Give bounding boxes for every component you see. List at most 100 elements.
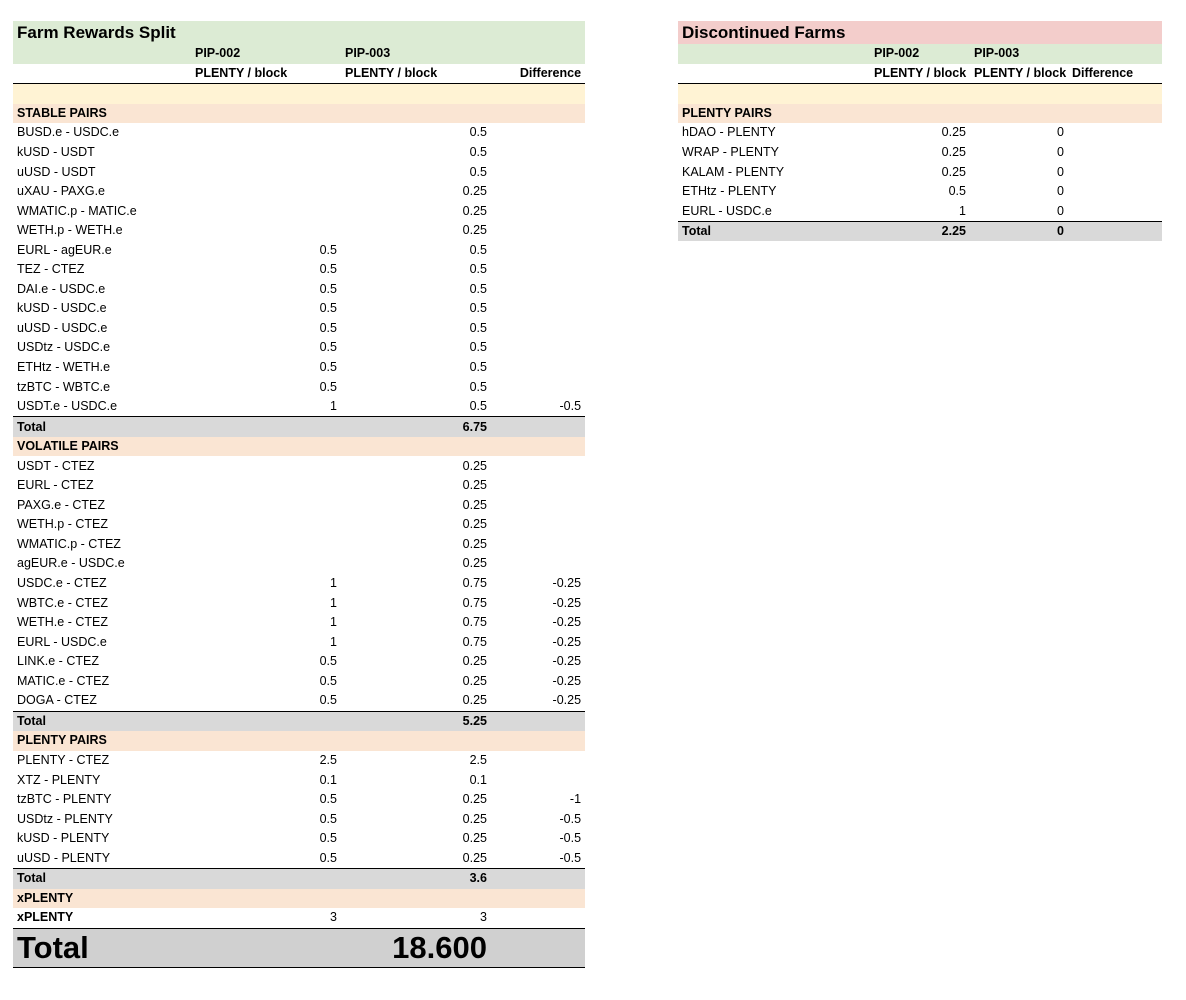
pip003-value: 0.25 [341, 828, 491, 849]
pip003-value: 0 [970, 201, 1068, 222]
grand-total-blank [491, 927, 586, 968]
pair-name: kUSD - PLENTY [13, 828, 191, 849]
total-value: 6.75 [341, 416, 491, 437]
section-title: xPLENTY [13, 888, 586, 909]
header-unit-pip002: PLENTY / block [191, 63, 341, 85]
section-title: VOLATILE PAIRS [13, 436, 586, 457]
pip003-value: 3 [341, 908, 491, 929]
pip002-value: 0.5 [191, 377, 341, 397]
header-difference: Difference [1068, 63, 1163, 85]
table-row: WMATIC.p - MATIC.e 0.25 0.25 [13, 201, 586, 221]
section-title: STABLE PAIRS [13, 103, 586, 124]
total-label: Total [13, 416, 191, 437]
pip003-value: 0.5 [341, 338, 491, 358]
spacer-row [13, 83, 586, 104]
pair-name: BUSD.e - USDC.e [13, 123, 191, 143]
pair-name: EURL - agEUR.e [13, 240, 191, 261]
header-row-pip: PIP-002 PIP-003 [13, 44, 586, 64]
pair-name: USDtz - PLENTY [13, 809, 191, 829]
header-pip002: PIP-002 [870, 44, 970, 64]
table-row: USDtz - PLENTY 0.5 0.25 -0.5 [13, 809, 586, 829]
difference-value [491, 240, 586, 261]
difference-value: -0.25 [491, 671, 586, 692]
table-row: EURL - CTEZ 0.25 0.25 [13, 476, 586, 496]
difference-value: -0.25 [491, 573, 586, 594]
pip002-value: 0.5 [191, 691, 341, 712]
pair-name: DOGA - CTEZ [13, 691, 191, 712]
pair-name: uUSD - PLENTY [13, 848, 191, 869]
table-row: EURL - agEUR.e 0.5 0.5 [13, 240, 586, 261]
total-blank [191, 416, 341, 437]
header-blank [678, 44, 870, 64]
pip002-value: 0.25 [870, 162, 970, 182]
pair-name: USDC.e - CTEZ [13, 573, 191, 594]
total-pip003: 0 [970, 220, 1068, 242]
section-total-row: Total 6.75 [13, 416, 586, 437]
pair-name: KALAM - PLENTY [678, 162, 870, 182]
difference-value: -0.5 [1068, 181, 1163, 202]
table-row: USDT.e - USDC.e 1 0.5 -0.5 [13, 396, 586, 417]
table-row: PAXG.e - CTEZ 0.25 0.25 [13, 495, 586, 516]
table-row: LINK.e - CTEZ 0.5 0.25 -0.25 [13, 651, 586, 672]
difference-value: 0.25 [491, 515, 586, 535]
section-total-row: Total 5.25 [13, 710, 586, 732]
table-row: tzBTC - PLENTY 0.5 0.25 -1 [13, 789, 586, 810]
pip002-value [191, 162, 341, 182]
spacer-cell [678, 83, 1163, 104]
pip003-value: 0.5 [341, 240, 491, 261]
pair-name: tzBTC - WBTC.e [13, 377, 191, 397]
pip002-value: 0.1 [191, 770, 341, 790]
pair-name: TEZ - CTEZ [13, 260, 191, 280]
pip002-value: 0.5 [191, 848, 341, 869]
table-row: uUSD - USDC.e 0.5 0.5 [13, 318, 586, 339]
pip002-value: 0.5 [191, 828, 341, 849]
pip003-value: 0.25 [341, 671, 491, 692]
difference-value: -0.5 [491, 848, 586, 869]
pair-name: agEUR.e - USDC.e [13, 554, 191, 574]
table-row: DOGA - CTEZ 0.5 0.25 -0.25 [13, 691, 586, 712]
header-blank [491, 44, 586, 64]
pip003-value: 0.5 [341, 162, 491, 182]
pip002-value: 1 [191, 573, 341, 594]
pip002-value [191, 201, 341, 221]
difference-value: 0.25 [491, 456, 586, 477]
difference-value [491, 377, 586, 397]
pair-name: uUSD - USDC.e [13, 318, 191, 339]
pip003-value: 0.25 [341, 181, 491, 202]
table-row: USDC.e - CTEZ 1 0.75 -0.25 [13, 573, 586, 594]
pip002-value: 1 [191, 612, 341, 633]
pip003-value: 0.5 [341, 377, 491, 397]
table-row: DAI.e - USDC.e 0.5 0.5 [13, 279, 586, 300]
difference-value: -0.25 [491, 691, 586, 712]
pair-name: MATIC.e - CTEZ [13, 671, 191, 692]
pair-name: USDT - CTEZ [13, 456, 191, 477]
difference-value: 0.25 [491, 220, 586, 241]
table-row: WRAP - PLENTY 0.25 0 -0.25 [678, 142, 1163, 163]
pip002-value: 1 [191, 396, 341, 417]
table-row: WETH.p - CTEZ 0.25 0.25 [13, 515, 586, 535]
pip003-value: 0 [970, 181, 1068, 202]
grand-total-blank [191, 927, 341, 968]
pip002-value: 0.5 [191, 240, 341, 261]
pip003-value: 0.25 [341, 848, 491, 869]
table-row: TEZ - CTEZ 0.5 0.5 [13, 260, 586, 280]
pip002-value: 0.5 [191, 651, 341, 672]
difference-value [491, 338, 586, 358]
difference-value [491, 299, 586, 319]
difference-value: -0.5 [491, 828, 586, 849]
section-header: PLENTY PAIRS [678, 103, 1163, 124]
grand-total-row: Total 18.600 [13, 927, 586, 968]
pair-name: WMATIC.p - CTEZ [13, 534, 191, 555]
pair-name: xPLENTY [13, 908, 191, 929]
table-title: Farm Rewards Split [13, 21, 586, 44]
pip002-value [191, 181, 341, 202]
total-label: Total [13, 867, 191, 889]
table-row: kUSD - PLENTY 0.5 0.25 -0.5 [13, 828, 586, 849]
section-title: PLENTY PAIRS [678, 103, 1163, 124]
difference-value [491, 750, 586, 771]
table-row: kUSD - USDC.e 0.5 0.5 [13, 299, 586, 319]
pip003-value: 0.75 [341, 632, 491, 652]
pip002-value [191, 495, 341, 516]
pair-name: uXAU - PAXG.e [13, 181, 191, 202]
difference-value: -0.25 [1068, 123, 1163, 143]
